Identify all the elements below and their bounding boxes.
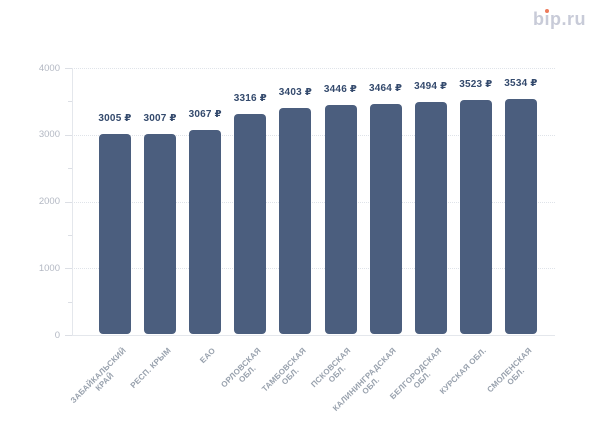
bar-value-label: 3316 ₽ (233, 92, 267, 104)
x-axis-category-label: СМОЛЕНСКАЯ ОБЛ. (484, 346, 534, 395)
logo-letter-i: ı (544, 9, 550, 30)
y-tick-major (65, 134, 72, 136)
x-axis-category-label: КУРСКАЯ ОБЛ. (438, 346, 489, 396)
y-tick-minor (68, 101, 72, 103)
bar-2[interactable] (189, 130, 222, 334)
bar-6[interactable] (369, 103, 402, 334)
bar-4[interactable] (279, 107, 312, 334)
y-tick-major (65, 201, 72, 203)
bar-value-label: 3067 ₽ (188, 109, 222, 121)
x-axis-category-label: ЗАБАЙКАЛЬСКИЙ КРАЙ (68, 346, 128, 406)
bar-value-label: 3403 ₽ (278, 86, 312, 98)
x-axis-category-label: РЕСП. КРЫМ (128, 346, 173, 391)
y-tick-major (65, 268, 72, 270)
x-axis-category-label: ЕАО (198, 346, 218, 365)
y-gridline (72, 134, 555, 136)
bar-0[interactable] (99, 134, 131, 334)
bar-value-label: 3523 ₽ (459, 78, 493, 90)
x-axis-line (72, 335, 555, 336)
y-axis-tick-label: 2000 (38, 196, 60, 207)
bar-value-label: 3005 ₽ (98, 113, 132, 125)
logo-text-p-ru: p.ru (550, 9, 586, 29)
bar-8[interactable] (459, 99, 492, 334)
bar-3[interactable] (234, 113, 267, 334)
y-axis-tick-label: 0 (54, 329, 60, 341)
y-gridline (72, 201, 555, 203)
y-tick-major (65, 335, 72, 336)
bar-7[interactable] (414, 101, 447, 334)
y-tick-minor (68, 301, 72, 303)
bar-value-label: 3494 ₽ (414, 80, 448, 92)
y-axis-tick-label: 1000 (38, 262, 60, 274)
y-tick-major (65, 68, 72, 69)
logo-orange-dot-icon (544, 9, 549, 13)
bar-value-label: 3534 ₽ (504, 78, 538, 90)
x-axis-category-label: ТАМБОВСКАЯ ОБЛ. (260, 346, 308, 394)
site-logo[interactable]: b ıp.ru (533, 9, 586, 30)
y-tick-minor (68, 168, 72, 170)
y-tick-minor (68, 234, 72, 236)
bar-1[interactable] (144, 134, 177, 334)
y-axis-tick-label: 4000 (38, 62, 60, 74)
logo-dotless-i: ı (544, 9, 550, 29)
y-axis-line (72, 68, 73, 336)
bar-value-label: 3446 ₽ (323, 83, 358, 95)
bar-value-label: 3464 ₽ (369, 82, 403, 94)
y-gridline (72, 68, 555, 69)
logo-text-b: b (532, 9, 545, 29)
bar-9[interactable] (504, 99, 537, 334)
bar-value-label: 3007 ₽ (143, 113, 177, 125)
y-axis-tick-label: 3000 (38, 129, 60, 141)
y-gridline (72, 268, 555, 270)
bar-5[interactable] (324, 104, 357, 334)
